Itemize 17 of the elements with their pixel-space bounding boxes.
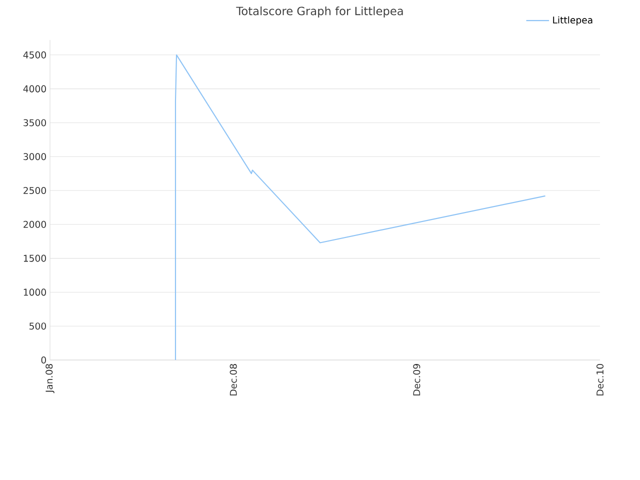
x-tick-label: Dec.09 — [413, 364, 420, 396]
y-tick-label: 4500 — [23, 51, 46, 58]
x-tick-label: Dec.10 — [596, 364, 604, 396]
y-tick-label: 1000 — [24, 288, 46, 296]
y-tick-label: 500 — [30, 322, 46, 330]
y-tick-label: 0 — [41, 356, 46, 364]
chart-title: Totalscore Graph for Littlepea — [236, 6, 403, 18]
x-tick-label: Dec.08 — [230, 364, 237, 396]
y-tick-label: 1500 — [24, 254, 46, 262]
legend-label: Littlepea — [553, 16, 592, 26]
y-tick-label: 2000 — [24, 220, 46, 228]
line-series — [174, 54, 546, 360]
y-tick-label: 3000 — [24, 153, 46, 160]
y-tick-label: 2500 — [24, 186, 46, 194]
x-tick-label: Jan.08 — [46, 364, 54, 394]
y-tick-label: 4000 — [23, 85, 46, 92]
y-tick-label: 3500 — [24, 119, 46, 126]
